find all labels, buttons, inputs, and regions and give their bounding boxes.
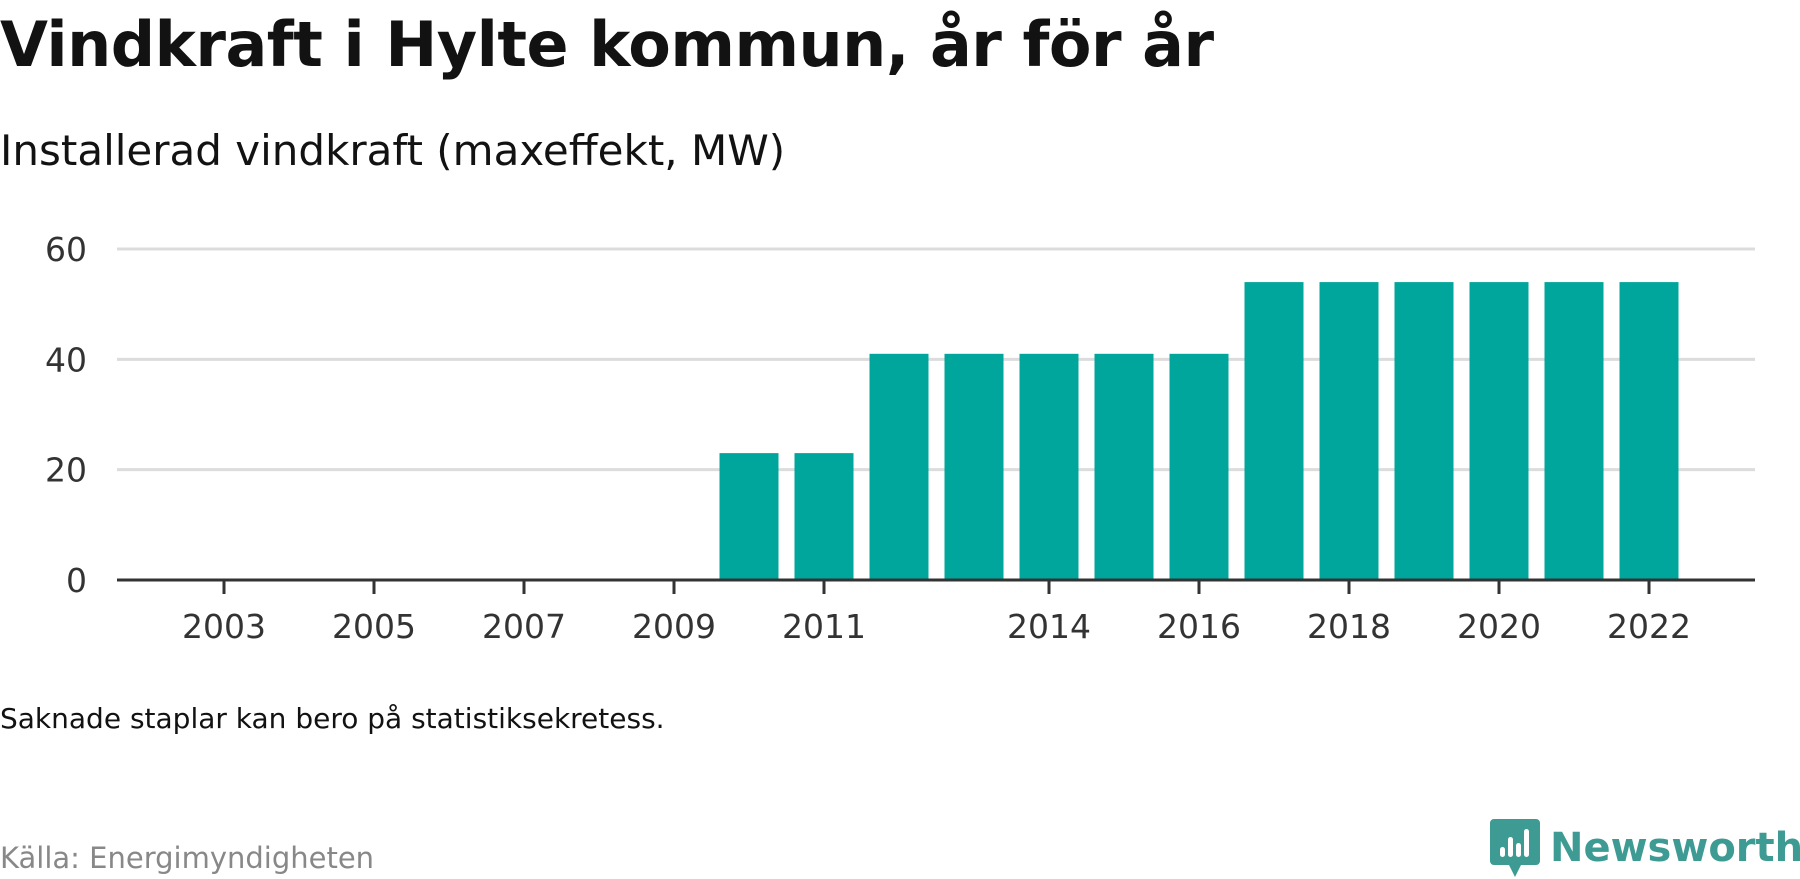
x-tick-label: 2016 [1157,607,1241,646]
y-tick-label: 60 [45,230,87,269]
x-tick-label: 2020 [1457,607,1541,646]
bar-2014 [1019,353,1079,580]
y-tick-label: 20 [45,451,87,490]
bar-2017 [1244,282,1304,580]
bars [719,282,1679,580]
source-credit: Källa: Energimyndigheten [0,841,375,875]
bar-2012 [869,353,929,580]
chart-subtitle: Installerad vindkraft (maxeffekt, MW) [0,126,786,175]
bar-2016 [1169,353,1229,580]
bar-2022 [1619,282,1679,580]
bar-2011 [794,453,854,580]
bar-2019 [1394,282,1454,580]
x-tick-label: 2007 [482,607,566,646]
x-tick-label: 2018 [1307,607,1391,646]
bar-2010 [719,453,779,580]
y-tick-label: 40 [45,340,87,379]
bar-2020 [1469,282,1529,580]
x-tick-label: 2014 [1007,607,1091,646]
brand-name: Newsworthy [1550,825,1800,871]
brand-logo: Newsworthy [1490,818,1800,878]
x-tick-label: 2005 [332,607,416,646]
bar-2013 [944,353,1004,580]
x-tick-label: 2011 [782,607,866,646]
x-tick-label: 2022 [1607,607,1691,646]
x-tick-label: 2009 [632,607,716,646]
newsworthy-logo-icon [1490,819,1540,877]
bar-2021 [1544,282,1604,580]
y-axis-ticks: 0 20 40 60 [45,230,87,600]
bar-2015 [1094,353,1154,580]
x-tick-label: 2003 [182,607,266,646]
chart-title: Vindkraft i Hylte kommun, år för år [0,8,1214,81]
footnote: Saknade staplar kan bero på statistiksek… [0,702,665,735]
y-tick-label: 0 [66,561,87,600]
bar-2018 [1319,282,1379,580]
x-axis-ticks: 2003 2005 2007 2009 2011 2014 2016 2018 2020 2022 [182,580,1691,646]
